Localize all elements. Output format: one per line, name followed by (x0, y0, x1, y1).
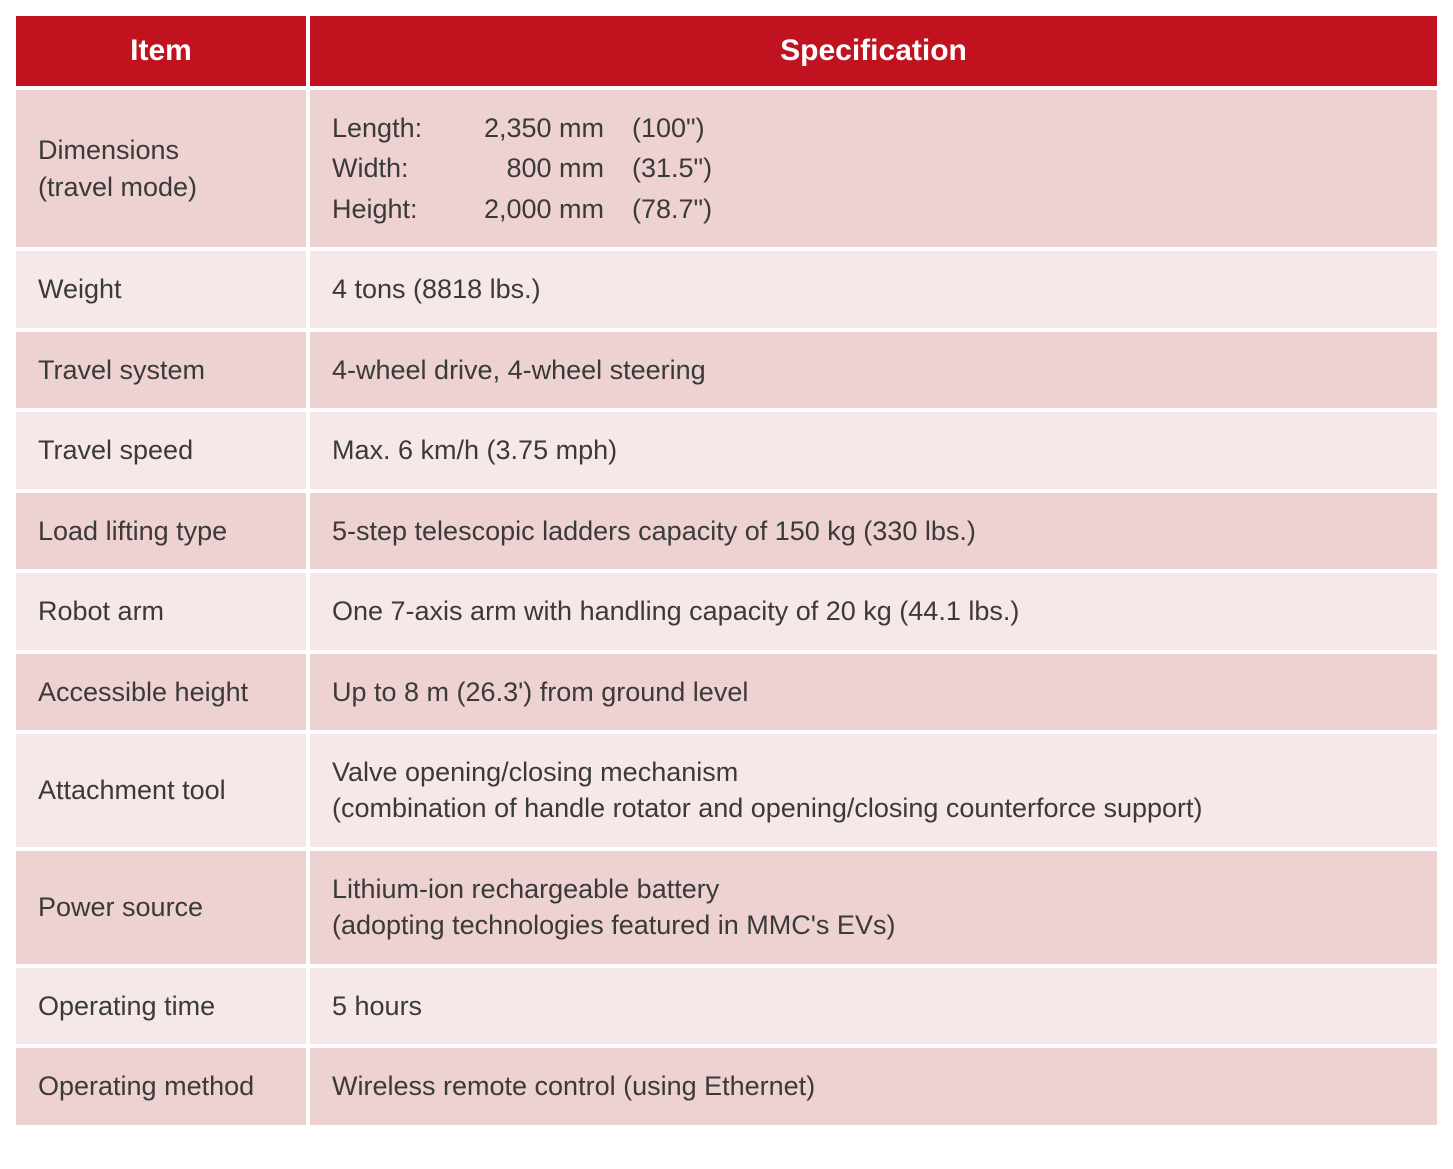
row-operating-method: Operating method Wireless remote control… (16, 1048, 1437, 1124)
dim-height-mm: 2,000 mm (472, 191, 632, 227)
dim-width-mm: 800 mm (472, 150, 632, 186)
cell-item: Travel system (16, 332, 306, 408)
cell-spec: Lithium-ion rechargeable battery(adoptin… (310, 851, 1437, 964)
cell-item: Weight (16, 251, 306, 327)
row-travel-system: Travel system 4-wheel drive, 4-wheel ste… (16, 332, 1437, 408)
cell-spec: 4-wheel drive, 4-wheel steering (310, 332, 1437, 408)
cell-item: Operating method (16, 1048, 306, 1124)
dim-length-in: (100") (632, 110, 792, 146)
cell-spec-dimensions: Length: 2,350 mm (100") Width: 800 mm (3… (310, 90, 1437, 247)
row-operating-time: Operating time 5 hours (16, 968, 1437, 1044)
cell-item: Accessible height (16, 654, 306, 730)
dimensions-grid: Length: 2,350 mm (100") Width: 800 mm (3… (332, 110, 1415, 227)
cell-spec: 5-step telescopic ladders capacity of 15… (310, 493, 1437, 569)
row-accessible-height: Accessible height Up to 8 m (26.3') from… (16, 654, 1437, 730)
cell-item: Attachment tool (16, 734, 306, 847)
dim-width-label: Width: (332, 150, 472, 186)
dim-length-label: Length: (332, 110, 472, 146)
cell-spec: Wireless remote control (using Ethernet) (310, 1048, 1437, 1124)
cell-item: Operating time (16, 968, 306, 1044)
dim-height-label: Height: (332, 191, 472, 227)
cell-spec: 4 tons (8818 lbs.) (310, 251, 1437, 327)
row-robot-arm: Robot arm One 7-axis arm with handling c… (16, 573, 1437, 649)
row-power-source: Power source Lithium-ion rechargeable ba… (16, 851, 1437, 964)
cell-spec: Max. 6 km/h (3.75 mph) (310, 412, 1437, 488)
cell-spec: 5 hours (310, 968, 1437, 1044)
row-dimensions: Dimensions(travel mode) Length: 2,350 mm… (16, 90, 1437, 247)
cell-item: Power source (16, 851, 306, 964)
row-weight: Weight 4 tons (8818 lbs.) (16, 251, 1437, 327)
spec-table-container: Item Specification Dimensions(travel mod… (0, 0, 1453, 1141)
cell-item-dimensions: Dimensions(travel mode) (16, 90, 306, 247)
cell-item: Travel speed (16, 412, 306, 488)
cell-spec: One 7-axis arm with handling capacity of… (310, 573, 1437, 649)
cell-spec: Up to 8 m (26.3') from ground level (310, 654, 1437, 730)
row-load-lifting-type: Load lifting type 5-step telescopic ladd… (16, 493, 1437, 569)
dim-length-mm: 2,350 mm (472, 110, 632, 146)
cell-item: Load lifting type (16, 493, 306, 569)
header-row: Item Specification (16, 16, 1437, 86)
dim-height-in: (78.7") (632, 191, 792, 227)
cell-item: Robot arm (16, 573, 306, 649)
row-travel-speed: Travel speed Max. 6 km/h (3.75 mph) (16, 412, 1437, 488)
header-item: Item (16, 16, 306, 86)
cell-spec: Valve opening/closing mechanism(combinat… (310, 734, 1437, 847)
header-spec: Specification (310, 16, 1437, 86)
spec-table: Item Specification Dimensions(travel mod… (12, 12, 1441, 1129)
dim-width-in: (31.5") (632, 150, 792, 186)
row-attachment-tool: Attachment tool Valve opening/closing me… (16, 734, 1437, 847)
